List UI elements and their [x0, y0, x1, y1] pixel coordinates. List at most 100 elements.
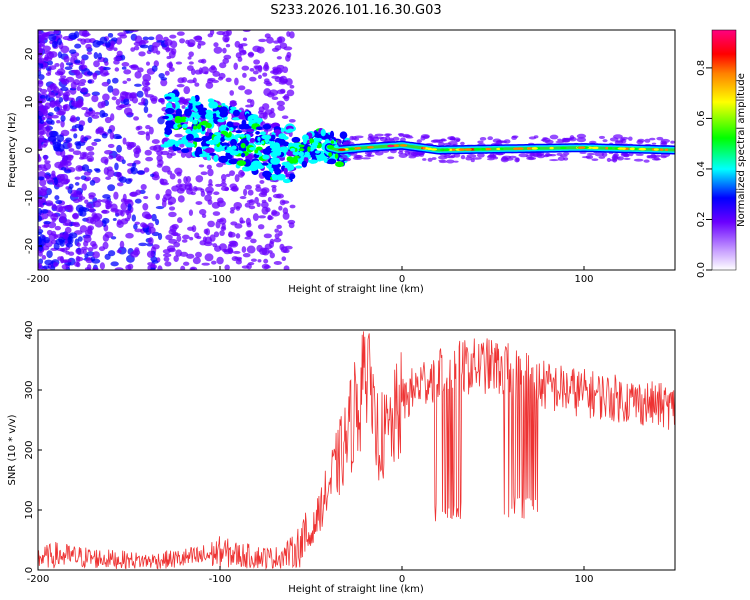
ridge-blob	[320, 129, 326, 137]
ridge-blob	[160, 143, 171, 148]
noise-blob	[129, 94, 134, 102]
noise-blob	[81, 246, 89, 251]
noise-blob	[174, 167, 183, 175]
noise-blob	[144, 81, 151, 86]
noise-blob	[124, 217, 130, 222]
noise-blob	[67, 142, 73, 149]
noise-blob	[142, 202, 149, 211]
noise-blob	[122, 137, 127, 145]
noise-blob	[282, 207, 289, 215]
noise-blob	[58, 97, 64, 103]
band-halo	[533, 135, 539, 139]
ridge-cluster	[294, 147, 298, 152]
ridge-blob	[250, 115, 257, 119]
noise-blob	[246, 263, 252, 270]
noise-blob	[87, 151, 95, 156]
band-halo	[562, 137, 570, 143]
noise-blob	[267, 214, 273, 221]
noise-blob	[38, 215, 43, 222]
noise-blob	[222, 248, 228, 253]
noise-blob	[51, 114, 59, 119]
noise-blob	[133, 45, 140, 51]
noise-blob	[145, 156, 154, 162]
noise-blob	[127, 203, 132, 211]
noise-blob	[118, 104, 127, 109]
noise-blob	[250, 258, 257, 262]
noise-blob	[60, 114, 66, 122]
ridge-blob	[231, 145, 237, 150]
ridge-blob	[195, 146, 203, 155]
band-halo	[384, 133, 391, 137]
noise-blob	[262, 103, 270, 111]
noise-blob	[269, 252, 275, 259]
ridge-blob	[194, 94, 200, 102]
noise-blob	[286, 31, 291, 37]
snr-line	[38, 331, 675, 570]
ridge-blob	[166, 139, 177, 146]
snr-y-ticks: 0 100 200 300 400	[24, 320, 42, 573]
noise-blob	[84, 199, 89, 204]
noise-blob	[286, 89, 295, 97]
noise-blob	[60, 86, 69, 91]
band-halo	[427, 157, 433, 162]
noise-blob	[267, 196, 272, 203]
y-tick-label: 0	[24, 147, 35, 153]
noise-blob	[118, 176, 127, 183]
noise-blob	[140, 39, 149, 44]
noise-blob	[158, 72, 165, 79]
noise-blob	[285, 54, 291, 62]
band-halo	[591, 158, 599, 161]
ridge-cluster	[240, 142, 246, 149]
band-halo	[368, 133, 373, 138]
noise-blob	[54, 30, 60, 35]
noise-blob	[271, 186, 277, 193]
ridge-blob	[188, 103, 193, 110]
noise-blob	[169, 173, 176, 180]
noise-blob	[262, 72, 268, 77]
noise-blob	[271, 209, 278, 216]
noise-blob	[278, 80, 287, 85]
noise-blob	[99, 262, 105, 270]
noise-blob	[201, 66, 209, 75]
noise-blob	[227, 249, 234, 254]
noise-blob	[213, 191, 220, 196]
noise-blob	[275, 193, 284, 199]
noise-blob	[182, 261, 190, 266]
noise-blob	[216, 162, 224, 168]
noise-blob	[107, 184, 116, 192]
ridge-blob	[197, 104, 203, 112]
noise-blob	[240, 171, 246, 177]
noise-blob	[253, 65, 260, 69]
noise-blob	[252, 70, 259, 75]
band-halo	[361, 157, 371, 160]
noise-blob	[212, 211, 221, 216]
band-halo	[615, 140, 624, 143]
band-halo	[623, 157, 631, 160]
noise-blob	[288, 118, 296, 123]
noise-blob	[74, 176, 81, 180]
ridge-blob	[210, 103, 216, 108]
noise-blob	[42, 108, 48, 117]
noise-blob	[229, 100, 237, 108]
colorbar-tick-label: 0.2	[696, 212, 707, 228]
band-halo	[398, 133, 404, 137]
noise-blob	[243, 188, 248, 197]
noise-blob	[192, 256, 201, 265]
noise-blob	[38, 111, 43, 117]
noise-blob	[149, 95, 158, 102]
noise-blob	[242, 30, 251, 33]
ridge-peak	[499, 147, 504, 151]
band-halo	[602, 139, 608, 143]
ridge-blob	[230, 106, 237, 110]
ridge-peak	[348, 147, 356, 151]
noise-blob	[82, 248, 87, 255]
noise-blob	[116, 249, 122, 254]
noise-blob	[242, 72, 247, 78]
noise-blob	[51, 230, 57, 236]
ridge-cluster	[309, 138, 315, 145]
noise-blob	[63, 55, 70, 63]
band-halo	[416, 139, 422, 144]
ridge-blob	[205, 131, 210, 137]
band-halo	[555, 140, 565, 144]
noise-blob	[89, 207, 95, 213]
